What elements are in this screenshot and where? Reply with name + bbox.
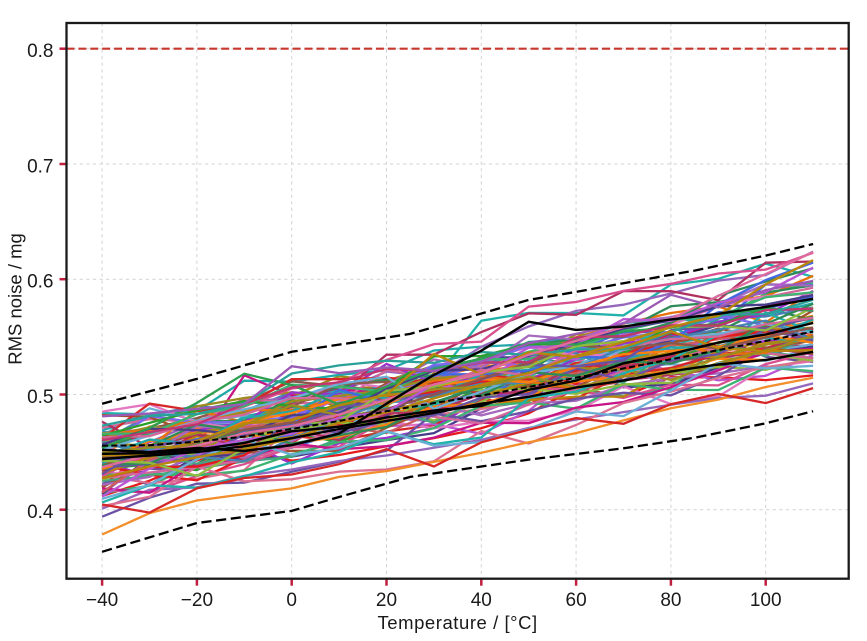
svg-text:0: 0 bbox=[286, 590, 297, 611]
svg-text:−40: −40 bbox=[86, 590, 118, 611]
svg-text:20: 20 bbox=[376, 590, 397, 611]
svg-text:−20: −20 bbox=[181, 590, 213, 611]
svg-text:0.4: 0.4 bbox=[27, 502, 54, 523]
svg-text:40: 40 bbox=[471, 590, 492, 611]
svg-text:0.7: 0.7 bbox=[27, 156, 53, 177]
svg-text:0.6: 0.6 bbox=[27, 272, 53, 293]
svg-text:0.8: 0.8 bbox=[27, 41, 53, 62]
svg-text:RMS noise / mg: RMS noise / mg bbox=[4, 233, 25, 365]
svg-text:80: 80 bbox=[660, 590, 681, 611]
svg-text:Temperature / [°C]: Temperature / [°C] bbox=[377, 612, 537, 633]
svg-text:60: 60 bbox=[566, 590, 587, 611]
svg-text:100: 100 bbox=[750, 590, 782, 611]
svg-text:0.5: 0.5 bbox=[27, 387, 53, 408]
